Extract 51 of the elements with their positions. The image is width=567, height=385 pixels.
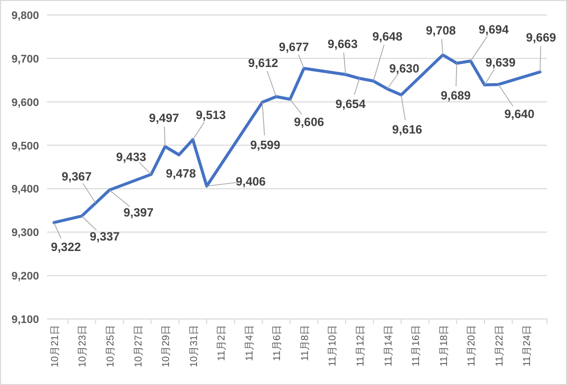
y-tick-label: 9,700 bbox=[11, 53, 39, 66]
data-label: 9,663 bbox=[328, 36, 358, 51]
data-label: 9,478 bbox=[166, 166, 196, 180]
data-label: 9,406 bbox=[236, 174, 266, 189]
x-tick-label: 11月10日 bbox=[328, 325, 339, 367]
y-tick-label: 9,200 bbox=[11, 270, 39, 283]
x-tick-label: 10月27日 bbox=[133, 325, 144, 368]
data-label: 9,397 bbox=[123, 206, 154, 220]
y-tick-label: 9,500 bbox=[11, 140, 39, 152]
data-label: 9,640 bbox=[504, 106, 535, 121]
data-label: 9,654 bbox=[335, 96, 366, 111]
x-tick-label: 10月31日 bbox=[188, 325, 200, 368]
x-tick-label: 11月12日 bbox=[356, 325, 366, 367]
data-label: 9,606 bbox=[294, 114, 324, 129]
data-label: 9,599 bbox=[250, 138, 281, 152]
data-label: 9,669 bbox=[526, 30, 556, 44]
data-label: 9,337 bbox=[90, 230, 120, 244]
x-tick-label: 11月16日 bbox=[411, 325, 422, 367]
y-tick-label: 9,400 bbox=[11, 184, 39, 196]
data-label: 9,677 bbox=[278, 40, 310, 54]
data-label: 9,433 bbox=[116, 150, 147, 164]
data-label: 9,639 bbox=[485, 55, 516, 70]
x-tick-label: 11月22日 bbox=[494, 325, 506, 367]
data-label: 9,616 bbox=[392, 122, 423, 136]
y-tick-label: 9,100 bbox=[11, 314, 39, 326]
x-tick-label: 11月14日 bbox=[383, 325, 394, 367]
x-tick-label: 11月18日 bbox=[438, 325, 450, 367]
data-label: 9,689 bbox=[440, 88, 472, 103]
data-label: 9,694 bbox=[478, 22, 509, 37]
data-label: 9,367 bbox=[62, 170, 92, 184]
x-tick-label: 11月2日 bbox=[216, 325, 228, 361]
x-tick-label: 11月4日 bbox=[244, 325, 256, 361]
data-label: 9,708 bbox=[426, 23, 456, 38]
x-tick-label: 10月23日 bbox=[78, 325, 89, 368]
y-tick-label: 9,300 bbox=[11, 227, 39, 240]
data-label: 9,648 bbox=[372, 30, 403, 44]
x-tick-label: 10月29日 bbox=[161, 325, 172, 368]
x-tick-label: 10月21日 bbox=[50, 325, 61, 368]
data-label: 9,513 bbox=[196, 108, 226, 122]
x-tick-label: 11月24日 bbox=[522, 325, 534, 367]
x-tick-label: 11月6日 bbox=[272, 325, 284, 361]
data-label: 9,612 bbox=[248, 56, 279, 70]
x-tick-label: 11月8日 bbox=[300, 325, 311, 361]
data-label: 9,497 bbox=[149, 111, 180, 126]
y-tick-label: 9,800 bbox=[11, 10, 39, 22]
data-label: 9,630 bbox=[389, 61, 420, 76]
line-series bbox=[52, 53, 542, 224]
y-tick-label: 9,600 bbox=[11, 96, 39, 109]
data-label: 9,322 bbox=[50, 240, 82, 254]
x-tick-label: 10月25日 bbox=[106, 325, 116, 368]
x-tick-label: 11月20日 bbox=[466, 325, 478, 367]
